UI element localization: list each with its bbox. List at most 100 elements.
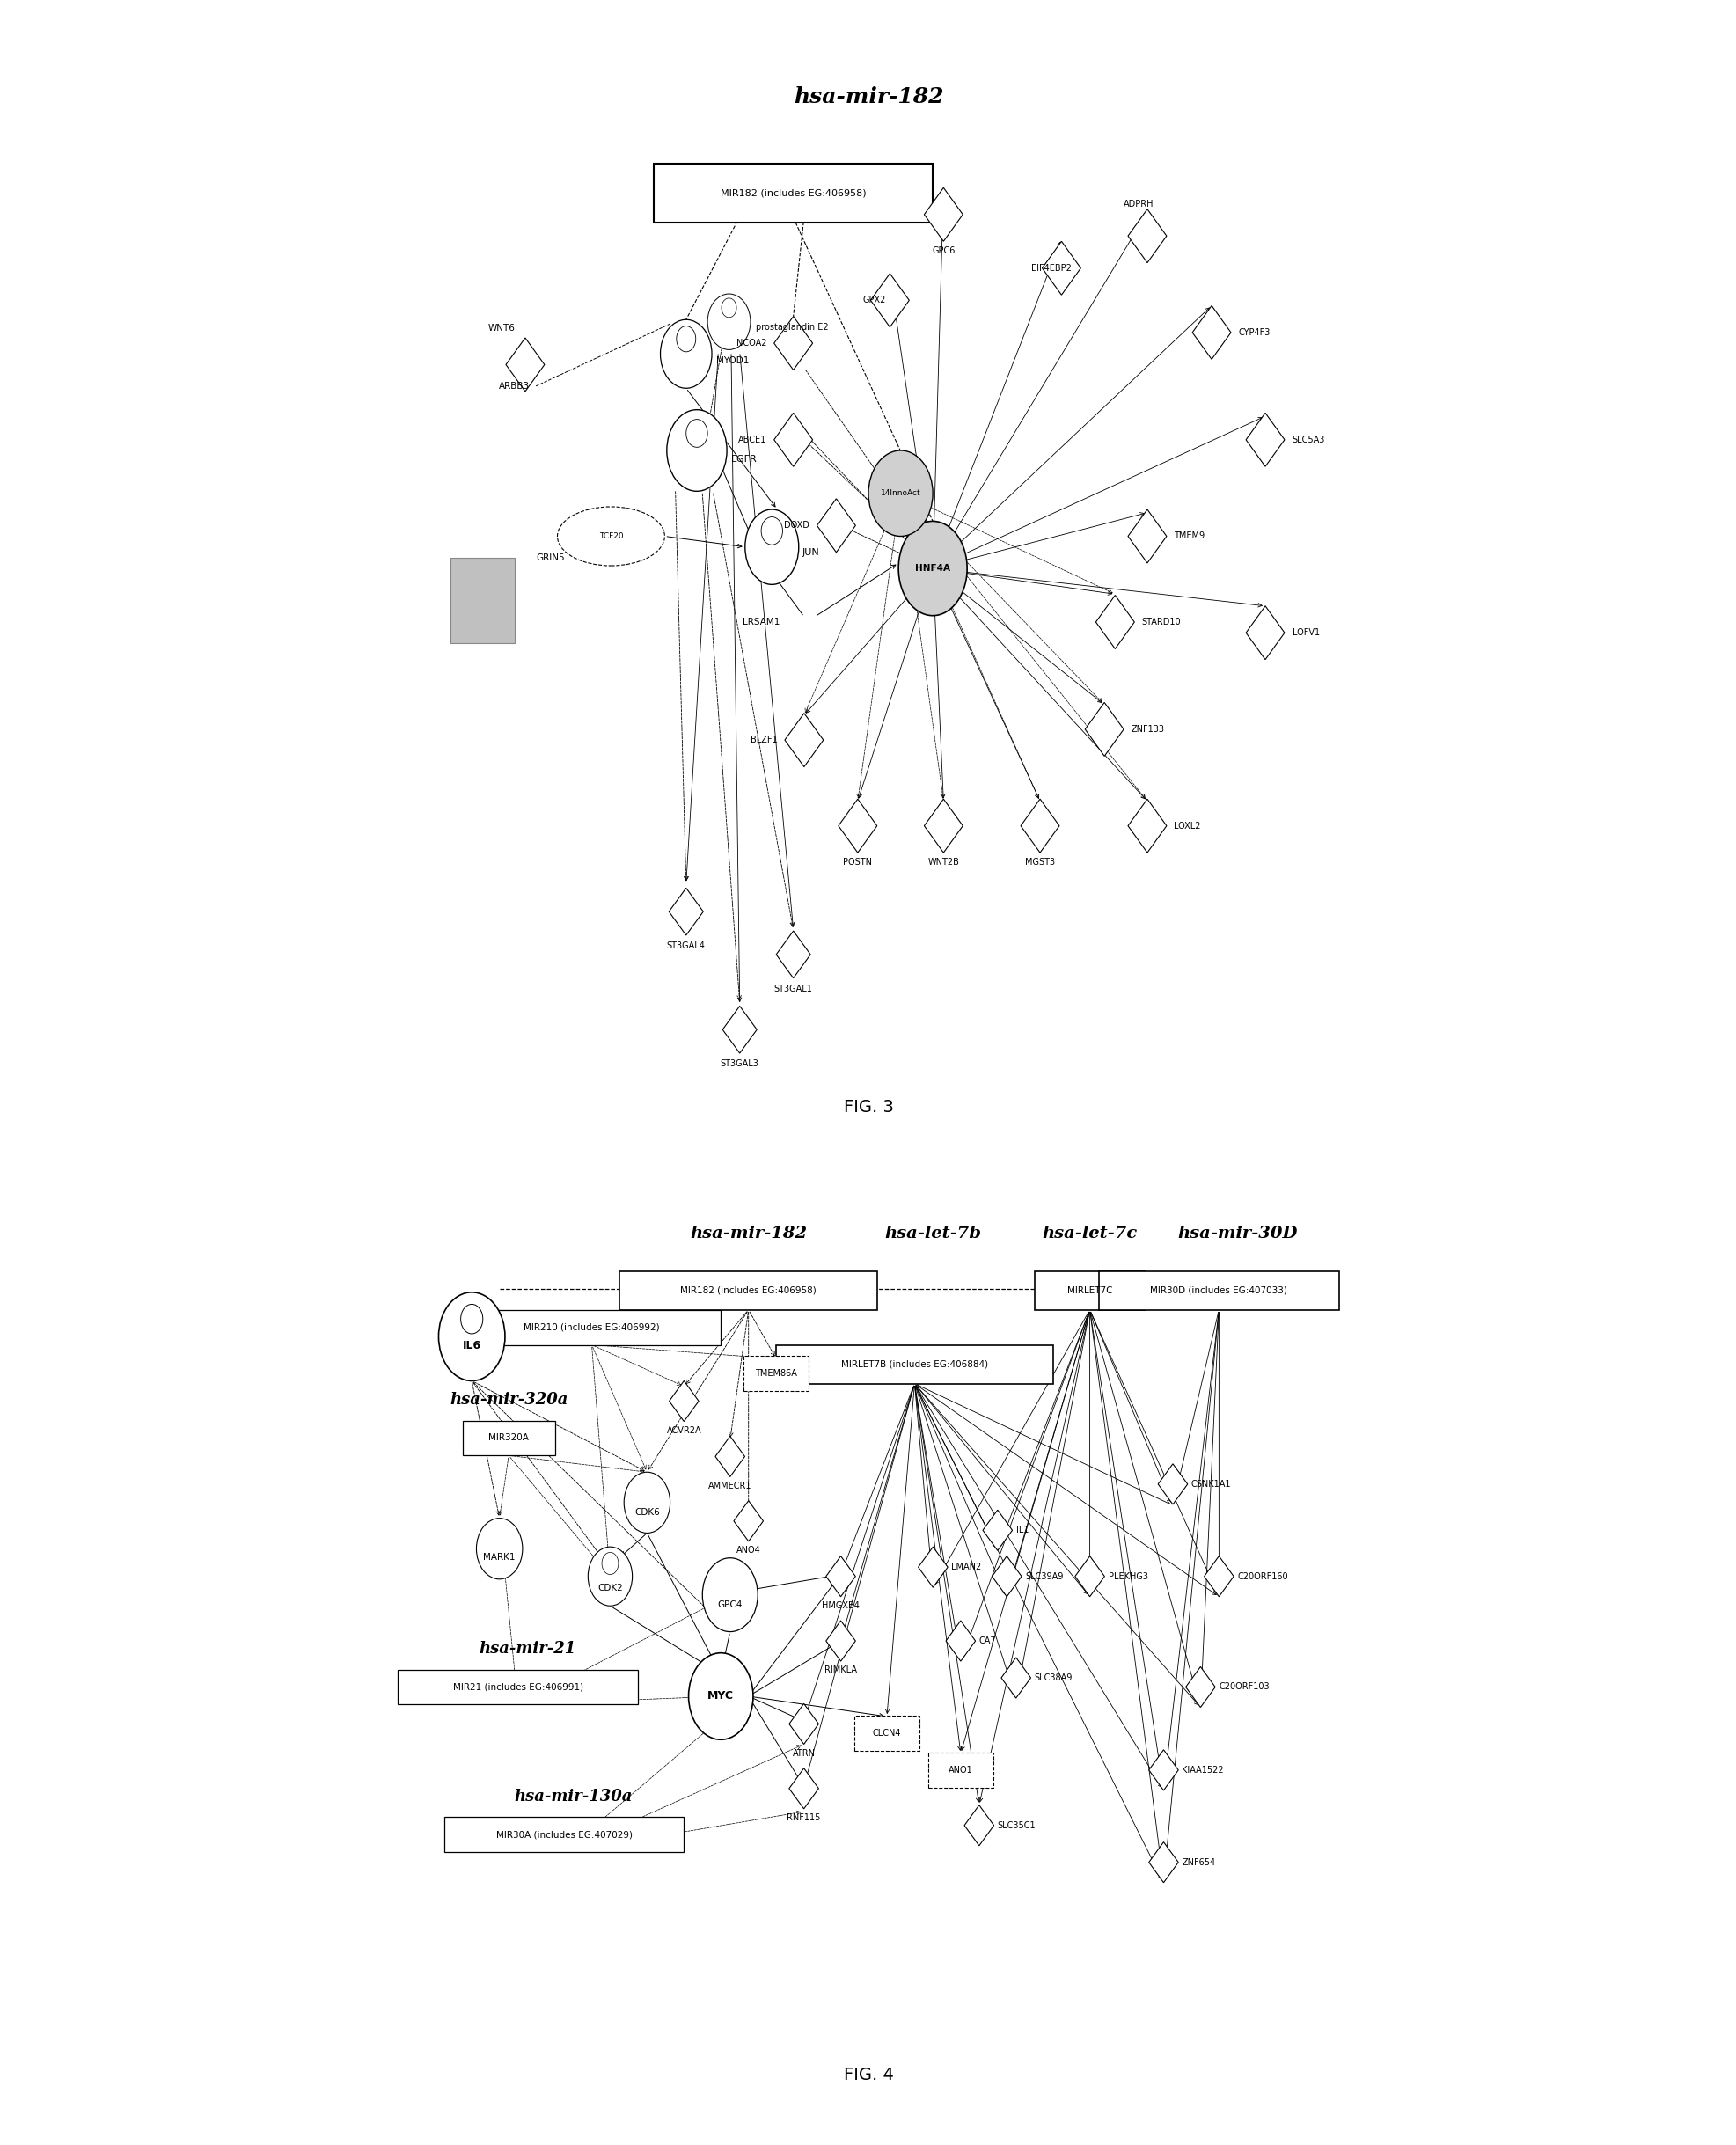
Text: ABCE1: ABCE1 (738, 435, 766, 444)
Text: AMMECR1: AMMECR1 (708, 1482, 752, 1491)
Polygon shape (918, 1547, 948, 1587)
Text: CLCN4: CLCN4 (871, 1729, 901, 1737)
Bar (462, 1420, 554, 1456)
Text: CA7: CA7 (979, 1637, 996, 1645)
Polygon shape (505, 337, 545, 390)
Ellipse shape (675, 326, 696, 352)
Text: TMEM86A: TMEM86A (755, 1369, 797, 1377)
Text: hsa-mir-210: hsa-mir-210 (556, 1328, 663, 1343)
Text: PLEKHG3: PLEKHG3 (1108, 1572, 1147, 1581)
Text: MYC: MYC (707, 1690, 734, 1701)
Bar (929, 1752, 993, 1787)
Ellipse shape (720, 298, 736, 317)
Text: MIR30A (includes EG:407029): MIR30A (includes EG:407029) (495, 1830, 632, 1838)
Text: MIRLET7B (includes EG:406884): MIRLET7B (includes EG:406884) (840, 1360, 988, 1369)
Text: MGST3: MGST3 (1024, 858, 1054, 867)
Text: hsa-mir-21: hsa-mir-21 (479, 1641, 575, 1656)
Text: HMGXB4: HMGXB4 (821, 1602, 859, 1611)
Polygon shape (1127, 508, 1167, 562)
Bar (620, 1272, 877, 1311)
Text: ZNF133: ZNF133 (1130, 725, 1165, 734)
Polygon shape (838, 798, 877, 852)
Text: hsa-mir-130a: hsa-mir-130a (514, 1789, 632, 1804)
Ellipse shape (667, 410, 726, 491)
Text: GPC6: GPC6 (932, 247, 955, 255)
Polygon shape (1127, 208, 1167, 262)
Polygon shape (991, 1555, 1021, 1596)
Text: MIR210 (includes EG:406992): MIR210 (includes EG:406992) (524, 1323, 660, 1332)
Bar (1035, 1272, 1144, 1311)
Polygon shape (776, 931, 811, 978)
Polygon shape (1158, 1463, 1187, 1504)
Polygon shape (826, 1555, 856, 1596)
Text: ACVR2A: ACVR2A (667, 1426, 701, 1435)
Bar (1099, 1272, 1338, 1311)
Polygon shape (715, 1437, 745, 1476)
Ellipse shape (476, 1519, 523, 1579)
Polygon shape (924, 798, 962, 852)
Polygon shape (1021, 798, 1059, 852)
Bar (776, 1345, 1052, 1384)
Polygon shape (816, 498, 856, 551)
Polygon shape (1203, 1555, 1233, 1596)
Text: hsa-mir-182: hsa-mir-182 (793, 86, 943, 107)
Polygon shape (983, 1510, 1012, 1551)
Text: ST3GAL3: ST3GAL3 (720, 1060, 759, 1068)
Polygon shape (1191, 305, 1231, 358)
Text: hsa-let-7b: hsa-let-7b (884, 1225, 981, 1242)
Ellipse shape (623, 1471, 670, 1534)
Ellipse shape (898, 521, 967, 616)
Bar (743, 1356, 807, 1390)
Polygon shape (1186, 1667, 1215, 1707)
Ellipse shape (760, 517, 783, 545)
Bar (444, 1817, 684, 1851)
Text: GRIN5: GRIN5 (536, 553, 564, 562)
Text: NCOA2: NCOA2 (736, 339, 766, 347)
Text: TCF20: TCF20 (599, 532, 623, 541)
Polygon shape (774, 315, 812, 369)
Polygon shape (826, 1622, 856, 1660)
Text: ST3GAL1: ST3GAL1 (774, 985, 812, 993)
Text: CYP4F3: CYP4F3 (1238, 328, 1269, 337)
Text: GPX2: GPX2 (863, 296, 885, 305)
Text: MIR21 (includes EG:406991): MIR21 (includes EG:406991) (453, 1682, 583, 1692)
Polygon shape (668, 888, 703, 935)
Bar (854, 1716, 918, 1750)
Text: MYOD1: MYOD1 (715, 356, 748, 365)
Text: GPC4: GPC4 (717, 1600, 743, 1609)
Text: EGFR: EGFR (731, 455, 757, 463)
Polygon shape (870, 272, 908, 326)
Text: CDK6: CDK6 (634, 1508, 660, 1517)
Polygon shape (733, 1502, 762, 1542)
Ellipse shape (687, 1654, 753, 1740)
Text: MIRLET7C: MIRLET7C (1066, 1287, 1113, 1296)
Text: FIG. 3: FIG. 3 (844, 1098, 892, 1115)
Polygon shape (1075, 1555, 1104, 1596)
Text: ST3GAL4: ST3GAL4 (667, 942, 705, 950)
Text: SLC5A3: SLC5A3 (1292, 435, 1325, 444)
Ellipse shape (460, 1304, 483, 1334)
Text: hsa-mir-182: hsa-mir-182 (689, 1225, 807, 1242)
Text: BLZF1: BLZF1 (750, 736, 778, 744)
Polygon shape (788, 1767, 818, 1808)
Text: ATRN: ATRN (792, 1748, 814, 1757)
Text: POSTN: POSTN (842, 858, 871, 867)
Polygon shape (1000, 1658, 1029, 1699)
Text: MIR30D (includes EG:407033): MIR30D (includes EG:407033) (1149, 1287, 1286, 1296)
Text: RNF115: RNF115 (786, 1813, 821, 1823)
Ellipse shape (660, 320, 712, 388)
Text: LOFV1: LOFV1 (1292, 628, 1319, 637)
Text: MARK1: MARK1 (483, 1553, 516, 1562)
Text: SLC38A9: SLC38A9 (1035, 1673, 1073, 1682)
Text: RIMKLA: RIMKLA (825, 1667, 856, 1675)
Polygon shape (946, 1622, 976, 1660)
Polygon shape (1245, 412, 1285, 465)
Text: SLC39A9: SLC39A9 (1024, 1572, 1062, 1581)
Text: ANO4: ANO4 (736, 1547, 760, 1555)
Polygon shape (1042, 240, 1080, 294)
Text: LRSAM1: LRSAM1 (743, 618, 779, 626)
Text: prostaglandin E2: prostaglandin E2 (755, 322, 828, 332)
Text: MIR182 (includes EG:406958): MIR182 (includes EG:406958) (681, 1287, 816, 1296)
Polygon shape (1085, 701, 1123, 755)
Text: hsa-mir-30D: hsa-mir-30D (1177, 1225, 1297, 1242)
